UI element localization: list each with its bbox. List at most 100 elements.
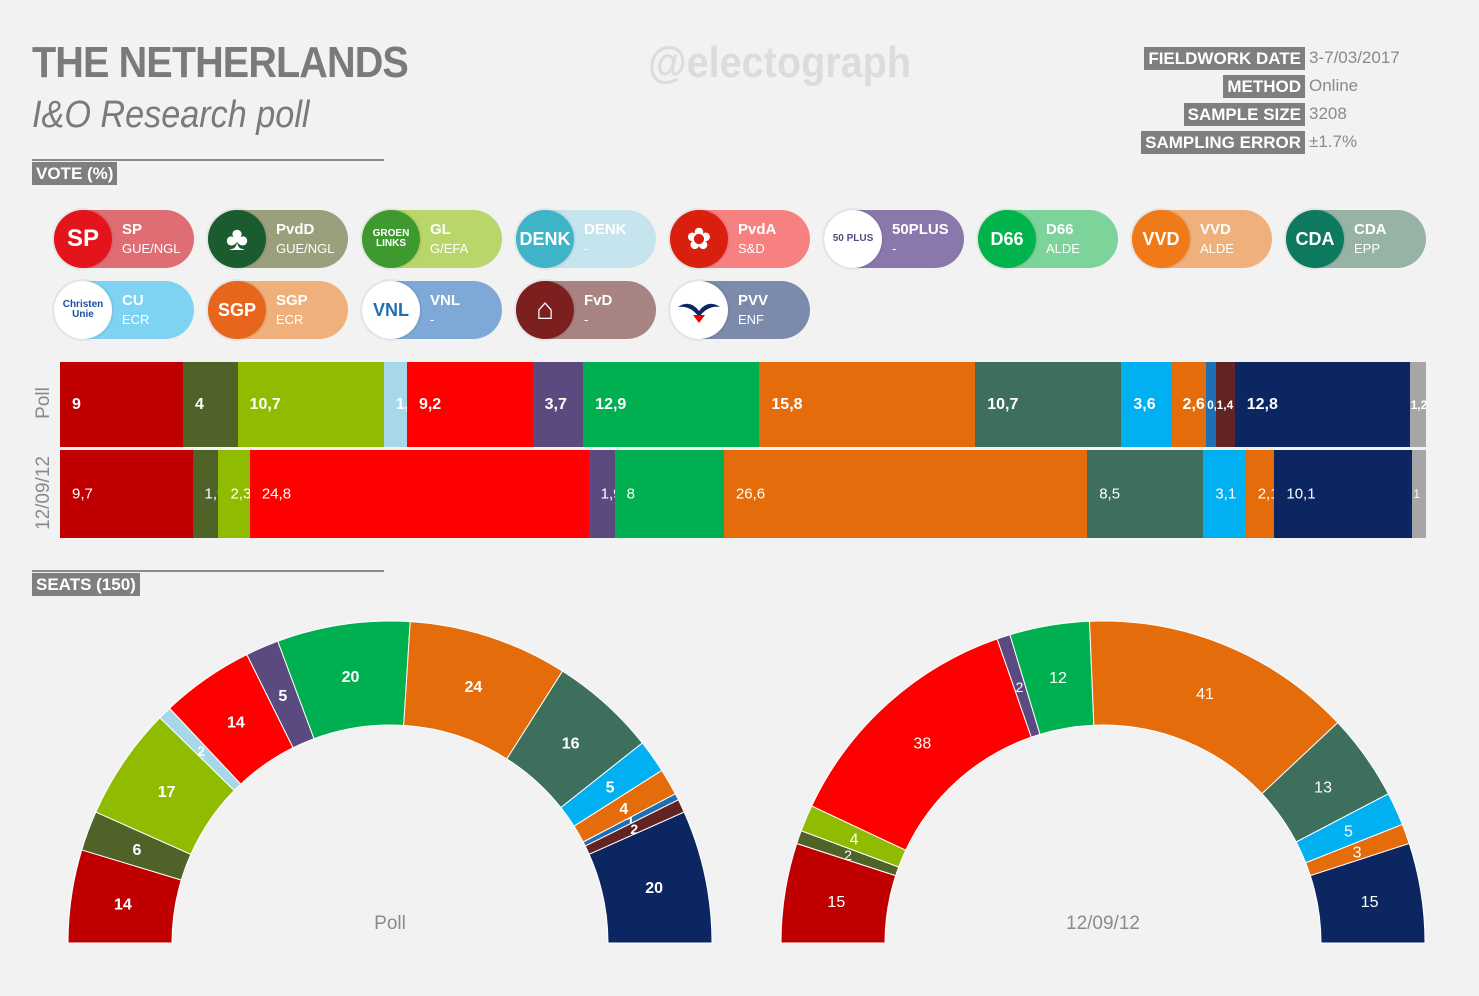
party-pill-pvda: ✿ PvdA S&D: [670, 210, 810, 268]
bar-segment-50plus: [588, 450, 616, 538]
meta-value: Online: [1309, 76, 1359, 95]
party-logo-text: SGP: [217, 300, 256, 320]
bar-segment-gl: [218, 450, 251, 538]
bar-segment-pvdd: [192, 450, 219, 538]
bar-segment-fvd: [1215, 362, 1236, 447]
party-group: ECR: [122, 312, 150, 327]
party-group: GUE/NGL: [122, 241, 181, 256]
party-logo-text: 50 PLUS: [832, 233, 874, 244]
bar-segment-cu: [1121, 362, 1172, 447]
bar-segment-pvda: [406, 362, 534, 447]
bar-value-label: 1,2: [1410, 397, 1428, 412]
bar-segment-others: [1409, 362, 1427, 447]
meta-label: FIELDWORK DATE: [1144, 46, 1305, 70]
pvv-seagull-icon: [678, 303, 720, 323]
seat-count-label: 14: [227, 714, 245, 731]
bar-segment-gl: [237, 362, 385, 447]
party-logo-text: GROEN LINKS: [372, 228, 410, 249]
meta-label: SAMPLING ERROR: [1141, 130, 1305, 154]
party-logo-text: D66: [990, 229, 1024, 249]
seat-count-label: 6: [132, 842, 141, 859]
party-group: EPP: [1354, 241, 1381, 256]
pvv-logo-icon: [670, 281, 728, 339]
bar-value-label: 2,3: [230, 485, 252, 503]
bar-value-label: 4: [194, 395, 204, 413]
party-name: DENK: [584, 221, 627, 238]
party-name: PvdA: [738, 221, 777, 238]
pvdd-logo-icon: ♣: [208, 210, 266, 268]
meta-value: 3-7/03/2017: [1309, 48, 1400, 67]
party-name: SGP: [276, 292, 308, 309]
seat-count-label: 2: [197, 743, 205, 759]
party-pill-fvd: ⌂ FvD -: [516, 281, 656, 339]
section-divider: [32, 159, 384, 161]
vvd-logo-icon: VVD: [1132, 210, 1190, 268]
bar-value-label: 8: [626, 485, 635, 503]
bar-segment-pvdd: [182, 362, 239, 447]
bar-value-label: 9,2: [418, 395, 442, 413]
bar-value-label: 10,7: [249, 395, 281, 413]
bar-value-label: 3,1: [1215, 485, 1237, 503]
seat-count-label: 20: [645, 880, 663, 897]
meta-fieldwork-date: FIELDWORK DATE 3-7/03/2017: [1141, 44, 1401, 72]
bar-value-label: 15,8: [771, 395, 803, 413]
seat-slice-pvv: [1309, 842, 1426, 944]
bar-segment-vvd: [759, 362, 976, 447]
party-group: ENF: [738, 312, 764, 327]
gl-logo-icon: GROEN LINKS: [362, 210, 420, 268]
page-title: THE NETHERLANDS: [32, 38, 409, 87]
bar-segment-pvv: [1274, 450, 1413, 538]
party-logo-text: VNL: [373, 300, 409, 320]
seat-slice-pvv: [588, 811, 713, 944]
bar-value-label: 1: [1413, 487, 1421, 501]
party-logo-text: DENK: [519, 229, 571, 249]
party-name: CU: [122, 292, 144, 309]
party-pill-gl: GROEN LINKS GL G/EFA: [362, 210, 502, 268]
seat-count-label: 41: [1196, 686, 1214, 703]
seat-count-label: 2: [1016, 679, 1024, 695]
party-name: PvdD: [276, 221, 315, 238]
party-name: FvD: [584, 292, 613, 309]
party-group: ECR: [276, 312, 304, 327]
party-pill-sp: SP SP GUE/NGL: [54, 210, 194, 268]
party-name: SP: [122, 221, 143, 238]
party-name: VVD: [1200, 221, 1231, 238]
bar-segment-sgp: [1170, 362, 1207, 447]
party-pill-cda: CDA CDA EPP: [1286, 210, 1426, 268]
seat-count-label: 17: [158, 784, 176, 801]
party-group: -: [892, 241, 897, 256]
sp-logo-icon: SP: [54, 210, 112, 268]
seat-count-label: 20: [342, 669, 360, 686]
seat-count-label: 4: [619, 801, 628, 818]
hemicycle-caption: Poll: [374, 913, 406, 934]
denk-logo-icon: DENK: [516, 210, 574, 268]
page-subtitle: I&O Research poll: [32, 94, 310, 136]
party-group: S&D: [738, 241, 765, 256]
party-group: ALDE: [1046, 241, 1080, 256]
party-pill-pvv: PVV ENF: [670, 281, 810, 339]
bar-value-label: 8,5: [1099, 485, 1121, 503]
bar-segment-sp: [60, 362, 184, 447]
party-name: GL: [430, 221, 451, 238]
party-group: -: [584, 312, 589, 327]
bar-row-previous-election: 9,7 1,9 2,3 24,8 1,9 8 26,6 8,5 3,1 2,1 10,1 1: [60, 450, 1427, 538]
party-name: VNL: [430, 292, 460, 309]
bar-row-poll: 9410,71,79,23,712,915,810,73,62,60,71,41…: [60, 362, 1428, 447]
party-name: D66: [1046, 221, 1074, 238]
bar-segment-sgp: [1245, 450, 1275, 538]
bar-segment-d66: [583, 362, 760, 447]
party-group: GUE/NGL: [276, 241, 335, 256]
party-logo-text: VVD: [1142, 229, 1180, 249]
seat-count-label: 12: [1049, 670, 1067, 687]
bar-value-label: 10,1: [1286, 485, 1316, 503]
meta-sampling-error: SAMPLING ERROR ±1.7%: [1141, 128, 1401, 156]
bar-segment-pvda: [249, 450, 590, 538]
section-divider: [32, 570, 384, 572]
meta-value: 3208: [1309, 104, 1347, 123]
bar-segment-cu: [1203, 450, 1247, 538]
seat-count-label: 24: [465, 679, 483, 696]
party-name: CDA: [1354, 221, 1387, 238]
